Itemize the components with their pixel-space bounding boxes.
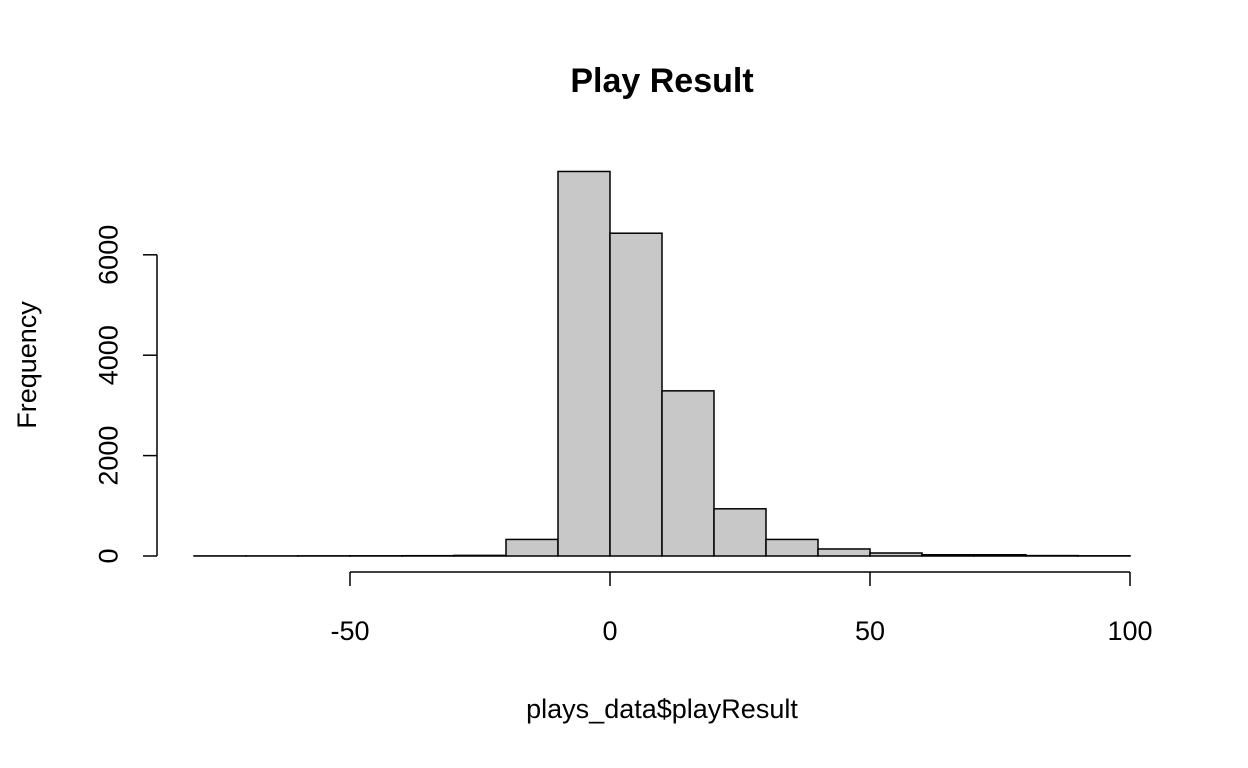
bars-group <box>193 170 1131 557</box>
histogram-bar <box>921 553 975 557</box>
x-axis-label: plays_data$playResult <box>526 694 798 724</box>
chart-title: Play Result <box>570 62 753 100</box>
y-axis-ticks: 0 2000 4000 6000 <box>94 225 157 564</box>
y-tick-label: 6000 <box>94 225 124 285</box>
y-tick-label: 4000 <box>94 325 124 385</box>
x-tick-label: 50 <box>855 616 885 646</box>
histogram-bar <box>973 553 1027 557</box>
y-tick-label: 2000 <box>94 426 124 486</box>
histogram-bar <box>713 508 767 557</box>
y-tick-label: 0 <box>94 548 124 563</box>
x-tick-label: 100 <box>1107 616 1152 646</box>
x-axis-ticks: -50 0 50 100 <box>330 572 1153 646</box>
histogram-bar <box>661 390 715 557</box>
histogram-bar <box>609 232 663 557</box>
histogram-bar <box>505 538 559 557</box>
histogram-bar <box>453 554 507 557</box>
histogram-bar <box>765 538 819 557</box>
histogram-bar <box>817 548 871 557</box>
x-tick-label: -50 <box>330 616 369 646</box>
histogram-bar <box>869 552 923 557</box>
x-tick-label: 0 <box>602 616 617 646</box>
y-axis-label: Frequency <box>12 301 42 429</box>
histogram-bar <box>557 170 611 557</box>
